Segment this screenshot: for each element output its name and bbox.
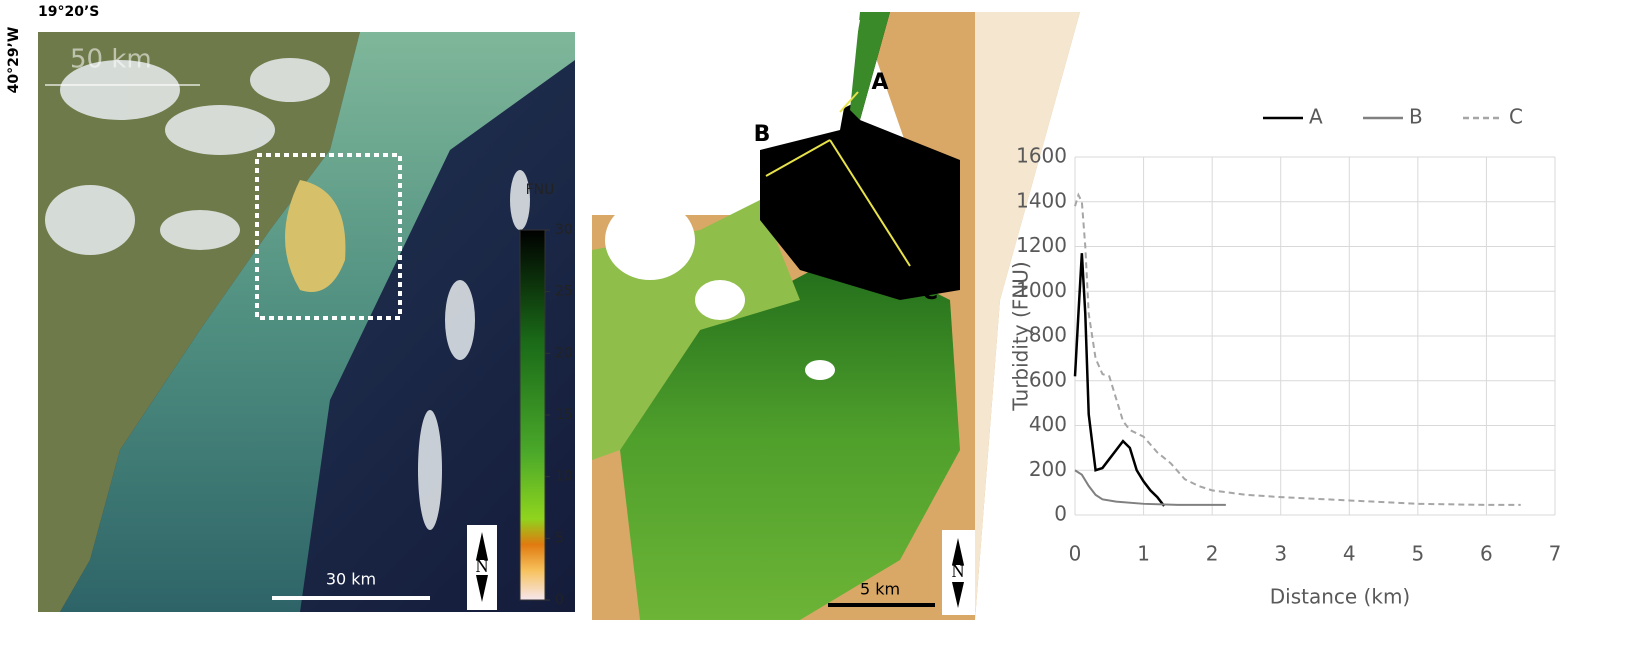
scale-label: 50 km [70, 45, 152, 75]
lon-label: 40°29’W [6, 27, 22, 94]
x-tick-label: 7 [1549, 542, 1562, 566]
scale-label: 30 km [326, 570, 376, 589]
y-tick-label: 200 [1029, 457, 1067, 481]
y-tick-label: 600 [1029, 367, 1067, 391]
x-axis-label: Distance (km) [1270, 585, 1410, 609]
satellite-image [38, 32, 575, 612]
y-tick-label: 800 [1029, 323, 1067, 347]
colorbar-tick-label: 5 [555, 530, 564, 546]
transect-label: B [754, 122, 771, 147]
colorbar [520, 230, 545, 600]
legend-label: A [1309, 105, 1323, 129]
page: 19°20’S 40°29’W 50 km 30 km N FNU A B C … [0, 0, 1637, 646]
legend-label: C [1509, 105, 1523, 129]
data-line [1075, 195, 1521, 505]
colorbar-tick-label: 30 [555, 222, 573, 238]
x-tick-label: 5 [1411, 542, 1424, 566]
legend-label: B [1409, 105, 1423, 129]
x-tick-label: 1 [1137, 542, 1150, 566]
y-tick-label: 1600 [1016, 144, 1067, 168]
x-tick-label: 3 [1274, 542, 1287, 566]
x-tick-label: 2 [1206, 542, 1219, 566]
transect-label: A [871, 70, 888, 95]
x-tick-label: 4 [1343, 542, 1356, 566]
colorbar-tick-label: 10 [555, 469, 573, 485]
y-tick-label: 0 [1054, 502, 1067, 526]
colorbar-title: FNU [526, 182, 555, 198]
colorbar-tick-label: 15 [555, 407, 573, 423]
scale-label: 5 km [860, 580, 900, 599]
lat-label: 19°20’S [38, 4, 99, 20]
colorbar-tick-label: 20 [555, 345, 573, 361]
transect-label: C [922, 280, 938, 305]
y-tick-label: 1000 [1016, 278, 1067, 302]
colorbar-tick-label: 0 [555, 592, 564, 608]
figure: 19°20’S 40°29’W 50 km 30 km N FNU A B C … [0, 0, 1637, 646]
colorbar-tick-label: 25 [555, 284, 573, 300]
x-tick-label: 0 [1069, 542, 1082, 566]
north-arrow: N [952, 561, 965, 581]
y-tick-label: 1400 [1016, 188, 1067, 212]
north-arrow: N [476, 556, 489, 576]
y-tick-label: 1200 [1016, 233, 1067, 257]
y-tick-label: 400 [1029, 412, 1067, 436]
turbidity-map [592, 12, 1080, 620]
x-tick-label: 6 [1480, 542, 1493, 566]
